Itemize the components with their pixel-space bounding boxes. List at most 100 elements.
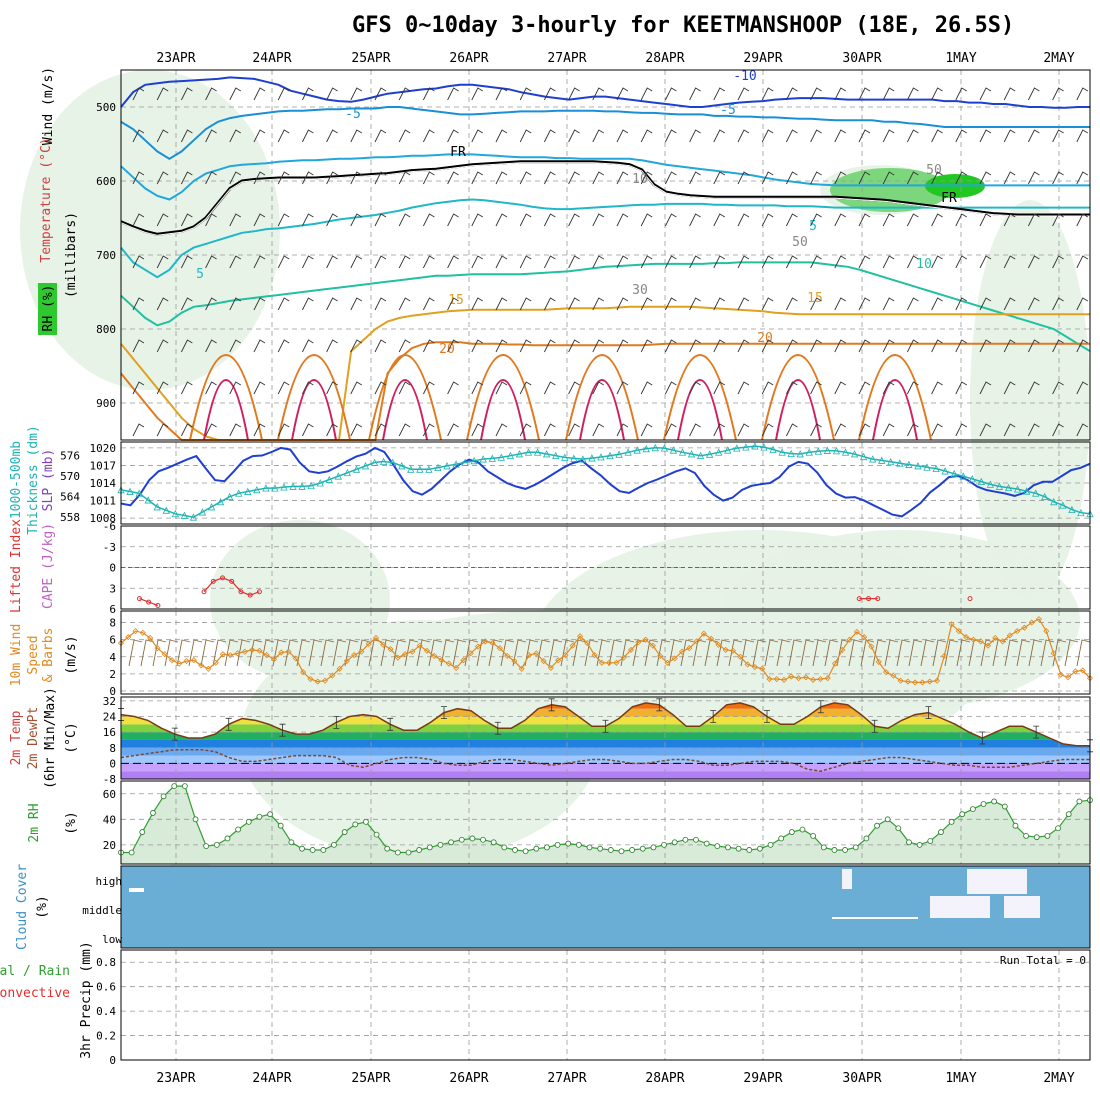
wind-barb [229,423,242,437]
wind-barb [906,171,919,185]
chart-title: GFS 0~10day 3-hourly for KEETMANSHOOP (1… [352,13,1014,38]
rh-marker [533,845,540,852]
wind-barb [955,213,968,227]
rh-marker [501,844,508,851]
wind-barb [810,423,822,437]
wind-unit-label: (m/s) [64,635,79,674]
wind-speed-marker [649,642,656,649]
rh-marker [394,849,401,856]
thickness-marker [986,480,995,488]
date-label-bottom: 1MAY [945,1071,976,1086]
lifted-index-marker [247,592,253,598]
wind-barb [834,213,847,227]
rh-marker [1076,798,1083,805]
lifted-index-axis-label: Lifted Index [9,519,24,613]
surface-wind-barb [752,639,767,667]
surface-wind-barb [812,639,827,667]
surface-wind-barb [956,639,971,667]
date-label-top: 30APR [842,51,881,66]
surface-wind-barb [716,639,731,667]
wind-speed-marker [817,675,824,683]
wind-barb [156,171,169,185]
dewpoint-line [120,748,1090,772]
wind-barb [277,213,290,227]
surface-wind-barb [344,639,359,667]
wind-barb [156,297,169,311]
wind-barb [350,339,363,353]
precip-tick-label: 0.6 [96,981,116,994]
wind-barb [785,339,798,353]
wind-barb [1003,297,1016,311]
rh-marker [1065,811,1072,818]
contour-label: -5 [720,103,736,118]
surface-wind-barb [728,639,743,667]
upper-air-frame [120,69,1091,441]
wind-barb [205,339,217,353]
surface-wind-barb [260,639,275,667]
slp-tick-label: 1017 [90,459,117,472]
wind-speed-marker [1072,668,1079,675]
wind-barb [447,339,459,353]
wind-barb [1076,129,1089,143]
wind-barb [205,87,217,101]
wind-speed-marker [540,657,547,665]
wind-barb [205,255,217,269]
wind-speed-marker [846,636,853,643]
wind-barb [156,255,169,269]
lifted-index-marker [229,578,235,584]
wind-barb [277,297,290,311]
wind-barb [398,381,411,395]
minmax-bar [441,706,447,720]
minmax-bar [494,721,501,735]
surface-wind-barb [404,639,419,667]
temp-tick-label: 16 [103,726,116,739]
wind-barb [350,423,363,437]
surface-wind-barb [200,639,215,667]
rh-tick-label: 60 [103,788,116,801]
wind-speed-marker [372,634,380,642]
temp2m-axis-label: 2m Temp [9,710,24,765]
surface-wind-barb [596,639,611,667]
surface-wind-barb [944,639,959,667]
wind-speed-marker [751,663,758,671]
wind-barb [810,129,822,143]
wind-barb [1003,423,1016,437]
wind-speed-marker [569,642,576,649]
wind-speed-marker [912,679,919,686]
wind-barb [785,213,798,227]
wind-barb [834,297,847,311]
wind-barb [398,213,411,227]
cloud-panel: high middle low Cloud Cover (%) [15,864,1091,950]
thickness-marker [171,509,179,518]
wind-speed-marker [547,664,554,671]
rh-marker [554,841,561,848]
wind-speed-marker [423,647,431,654]
wind-speed-marker [890,672,897,679]
wind-barb [132,381,145,395]
thickness-marker [262,484,270,492]
surface-wind-barb [1016,639,1031,667]
wind-speed-marker [1006,632,1013,639]
wind-barb [616,297,629,311]
wind-barb [858,171,871,185]
contour-label: 50 [792,235,808,250]
isotherm-warm-arc [565,354,639,441]
surface-wind-barb [800,639,815,667]
thickness-marker [162,506,170,514]
cloud-block [930,896,990,918]
isotherm-warm-arc [480,379,526,441]
wind-speed-marker [722,646,729,653]
isotherm-warm-arc [858,354,932,441]
minmax-bar [710,710,717,723]
wind-barb [374,171,387,185]
wind-barb [156,87,169,101]
minmax-bar [279,723,286,737]
contour-label: 20 [439,342,455,357]
wind-speed-marker [438,657,445,664]
slp-panel: 1020 1017 1014 1011 1008 576 570 564 558 1000-500… [9,425,1094,535]
rh-marker [703,840,710,847]
wind-speed-marker [708,635,715,642]
wind-barb [761,297,774,311]
rh-marker [682,836,689,843]
date-label-top: 24APR [252,51,291,66]
